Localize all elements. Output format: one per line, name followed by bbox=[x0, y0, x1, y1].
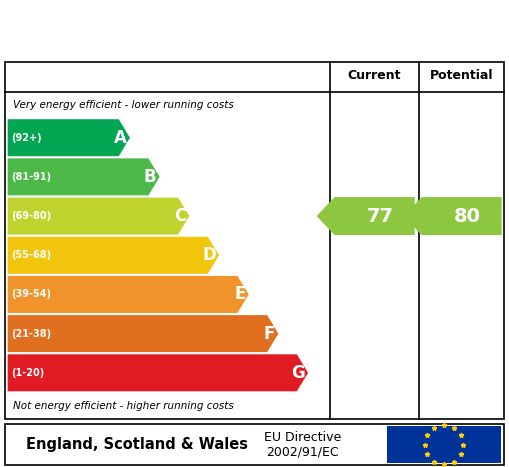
Text: Very energy efficient - lower running costs: Very energy efficient - lower running co… bbox=[13, 99, 234, 110]
Polygon shape bbox=[8, 198, 189, 234]
Text: Current: Current bbox=[348, 69, 402, 82]
Text: (81-91): (81-91) bbox=[11, 172, 51, 182]
Bar bbox=[387, 426, 501, 463]
Text: F: F bbox=[264, 325, 275, 343]
Text: E: E bbox=[234, 285, 246, 304]
Polygon shape bbox=[404, 197, 502, 235]
Text: D: D bbox=[202, 246, 216, 264]
Text: Energy Efficiency Rating: Energy Efficiency Rating bbox=[92, 17, 417, 41]
Text: B: B bbox=[144, 168, 157, 186]
Polygon shape bbox=[8, 158, 160, 195]
Polygon shape bbox=[8, 237, 219, 274]
Text: (92+): (92+) bbox=[11, 133, 42, 143]
Text: A: A bbox=[114, 129, 127, 147]
Polygon shape bbox=[8, 119, 130, 156]
Text: (1-20): (1-20) bbox=[11, 368, 44, 378]
Text: C: C bbox=[174, 207, 186, 225]
Polygon shape bbox=[8, 315, 278, 352]
Polygon shape bbox=[317, 197, 415, 235]
Text: EU Directive
2002/91/EC: EU Directive 2002/91/EC bbox=[264, 431, 342, 459]
Text: (69-80): (69-80) bbox=[11, 211, 51, 221]
Text: (55-68): (55-68) bbox=[11, 250, 51, 260]
Polygon shape bbox=[8, 276, 249, 313]
Text: Not energy efficient - higher running costs: Not energy efficient - higher running co… bbox=[13, 401, 234, 411]
Text: G: G bbox=[291, 364, 305, 382]
Text: Potential: Potential bbox=[430, 69, 493, 82]
Text: 77: 77 bbox=[366, 206, 393, 226]
Polygon shape bbox=[8, 354, 308, 391]
Text: England, Scotland & Wales: England, Scotland & Wales bbox=[26, 437, 248, 453]
Text: 80: 80 bbox=[454, 206, 480, 226]
Text: (39-54): (39-54) bbox=[11, 290, 51, 299]
Text: (21-38): (21-38) bbox=[11, 329, 51, 339]
